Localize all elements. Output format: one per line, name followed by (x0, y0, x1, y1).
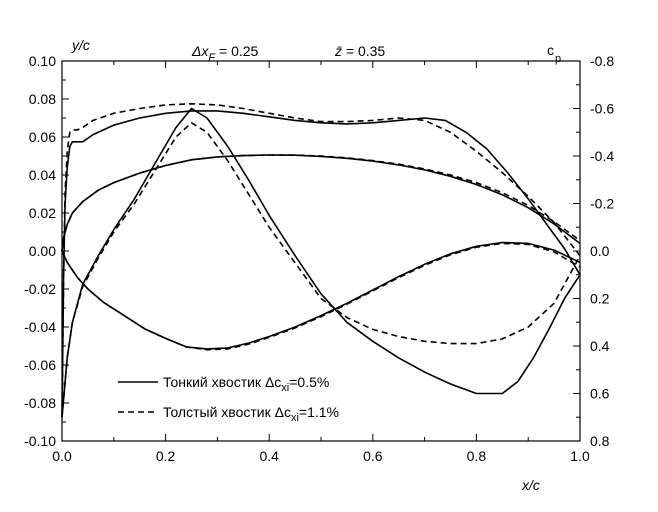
series-line-thick-5 (61, 103, 581, 418)
series-line-thick-3 (61, 242, 581, 351)
y-right-tick-label: -0.2 (590, 196, 614, 212)
series-line-thin-4 (61, 110, 581, 418)
series-line-thin-2 (61, 241, 581, 350)
y-left-tick-label: 0.02 (29, 205, 56, 221)
x-tick-label: 0.6 (363, 448, 383, 464)
series-line-thick-1 (61, 154, 581, 252)
y-right-tick-label: 0.0 (590, 243, 610, 259)
series-group (61, 103, 581, 418)
y-left-tick-label: -0.08 (24, 395, 56, 411)
series-line-thin-0 (61, 154, 581, 252)
y-right-tick-label: 0.8 (590, 433, 610, 449)
x-tick-label: 1.0 (570, 448, 590, 464)
series-line-thick-7 (61, 122, 581, 418)
y-right-tick-label: -0.8 (590, 53, 614, 69)
y-left-axis-label: y/c (71, 37, 90, 53)
annotation-zbar: z̄ = 0.35 (334, 43, 385, 59)
annotation-dxf: ΔxF = 0.25 (191, 43, 259, 64)
x-tick-label: 0.4 (259, 448, 279, 464)
y-left-tick-label: -0.04 (24, 319, 56, 335)
y-left-tick-label: -0.02 (24, 281, 56, 297)
legend-text-thin: Тонкий хвостик Δcxi=0.5% (163, 374, 329, 394)
legend-text-thick: Толстый хвостик Δcxi=1.1% (163, 404, 339, 424)
y-left-tick-label: 0.04 (29, 167, 56, 183)
y-right-tick-label: -0.6 (590, 101, 614, 117)
y-left-tick-label: 0.00 (29, 243, 56, 259)
y-right-tick-label: 0.4 (590, 338, 610, 354)
y-left-tick-label: 0.10 (29, 53, 56, 69)
labels: 0.0 0.2 0.4 0.6 0.8 1.00.100.080.060.040.020.… (24, 37, 614, 493)
x-tick-label: 0.2 (156, 448, 176, 464)
y-left-tick-label: -0.10 (24, 433, 56, 449)
series-line-thin-6 (61, 107, 581, 418)
x-axis-label: x/c (521, 477, 540, 493)
y-left-tick-label: 0.08 (29, 91, 56, 107)
y-left-tick-label: -0.06 (24, 357, 56, 373)
y-right-axis-label-sub: p (555, 53, 561, 65)
x-tick-label: 0.8 (467, 448, 487, 464)
y-right-tick-label: 0.2 (590, 291, 610, 307)
y-right-axis-label: c (547, 42, 554, 58)
y-left-tick-label: 0.06 (29, 129, 56, 145)
y-right-tick-label: -0.4 (590, 148, 614, 164)
x-tick-label: 0.0 (52, 448, 72, 464)
y-right-tick-label: 0.6 (590, 386, 610, 402)
